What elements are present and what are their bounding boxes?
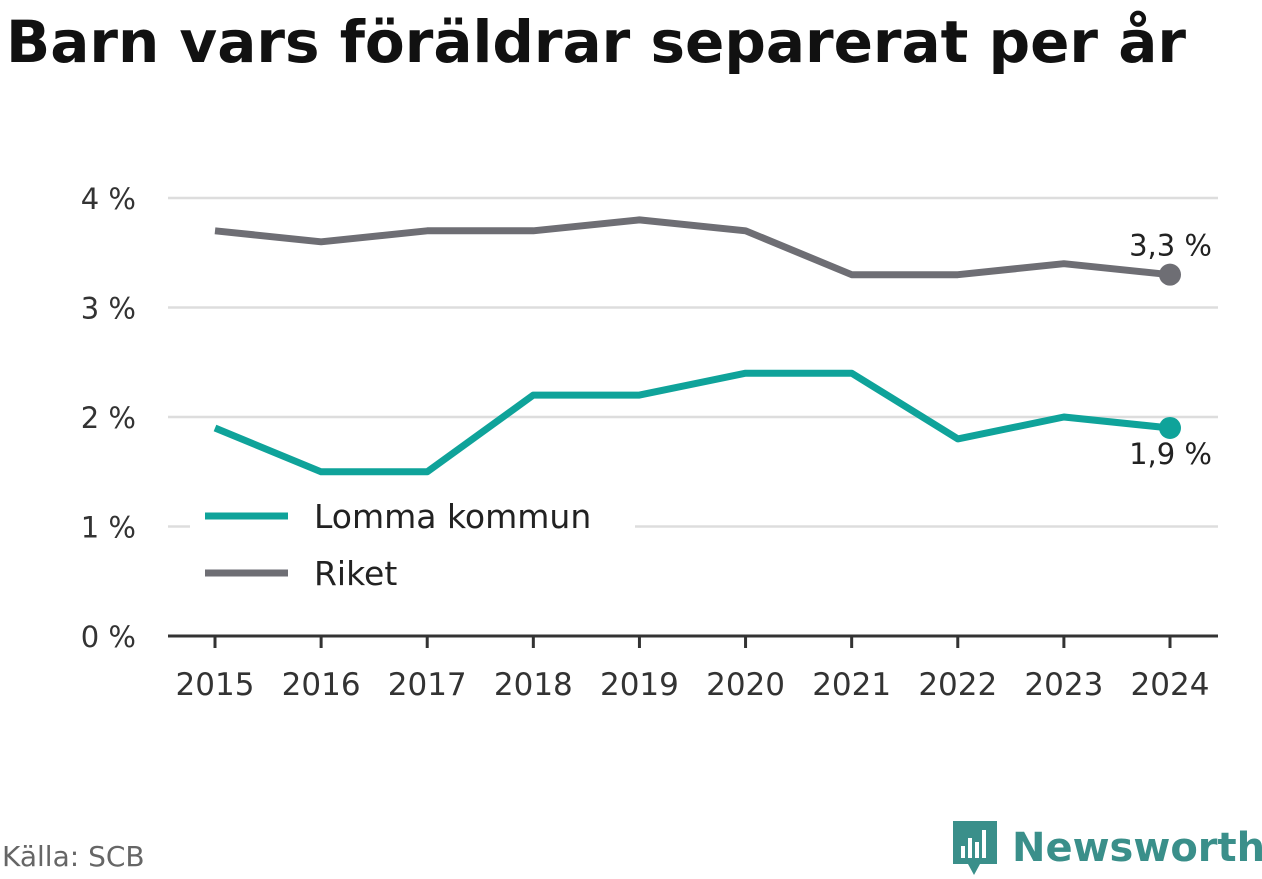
end-labels: 1,9 % 3,3 % bbox=[1129, 229, 1212, 471]
y-axis-ticks: 0 % 1 % 2 % 3 % 4 % bbox=[81, 182, 136, 654]
x-tick-label: 2020 bbox=[706, 667, 785, 703]
x-tick-label: 2021 bbox=[812, 667, 891, 703]
brand-name: Newsworthy bbox=[1012, 825, 1262, 871]
brand-logo: Newsworthy bbox=[950, 818, 1262, 878]
x-tick-label: 2024 bbox=[1131, 667, 1210, 703]
series-end-point bbox=[1159, 263, 1181, 286]
x-tick-label: 2016 bbox=[282, 667, 361, 703]
x-tick-label: 2022 bbox=[918, 667, 997, 703]
legend-label: Riket bbox=[314, 554, 397, 593]
legend-background bbox=[190, 492, 635, 604]
legend-label: Lomma kommun bbox=[314, 497, 591, 536]
end-value-label: 3,3 % bbox=[1129, 229, 1212, 263]
series-lines bbox=[213, 216, 1181, 476]
x-axis: 2015 2016 2017 2018 2019 2020 2021 2022 2023 2024 bbox=[168, 634, 1218, 703]
series-line bbox=[214, 216, 1171, 279]
legend: Lomma kommun Riket bbox=[190, 492, 635, 604]
x-tick-label: 2015 bbox=[176, 667, 255, 703]
x-tick-label: 2017 bbox=[388, 667, 467, 703]
y-tick-label: 3 % bbox=[81, 292, 136, 326]
x-tick-label: 2018 bbox=[494, 667, 573, 703]
y-tick-label: 0 % bbox=[81, 620, 136, 654]
x-tick-label: 2023 bbox=[1024, 667, 1103, 703]
end-value-label: 1,9 % bbox=[1129, 437, 1212, 471]
chart-title: Barn vars föräldrar separerat per år bbox=[6, 8, 1186, 76]
y-tick-label: 2 % bbox=[81, 401, 136, 435]
series-end-point bbox=[1159, 416, 1181, 439]
y-tick-label: 1 % bbox=[81, 511, 136, 545]
series-line bbox=[213, 369, 1171, 476]
source-note: Källa: SCB bbox=[2, 840, 145, 873]
y-tick-label: 4 % bbox=[81, 182, 136, 216]
newsworthy-logo-icon bbox=[953, 821, 997, 875]
x-tick-label: 2019 bbox=[600, 667, 679, 703]
gridlines bbox=[168, 196, 1218, 528]
